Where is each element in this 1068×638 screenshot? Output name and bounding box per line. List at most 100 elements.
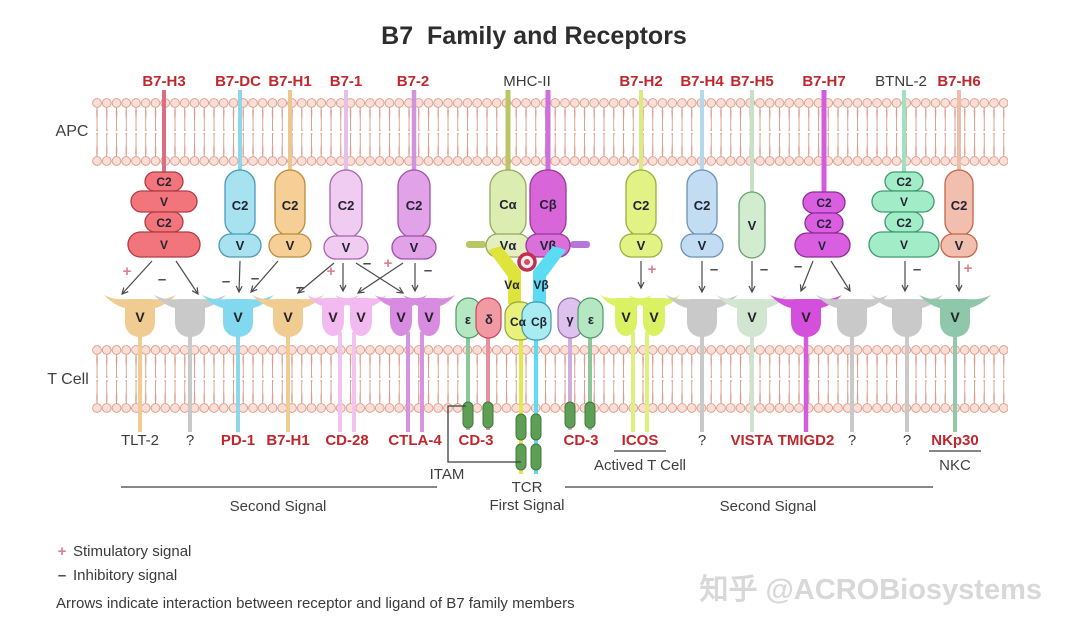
domain-label: C2 [338,198,355,213]
cd3-gamma-label: γ [566,312,574,327]
cd3-epsilon-label: ε [465,312,471,327]
tcr-vbeta-label: Vβ [533,278,548,292]
domain-label: V [236,238,245,253]
domain-label: V [900,238,908,252]
itam-motifs [462,401,596,471]
ligand-label-b7-h5: B7-H5 [730,73,773,90]
ligand-label-b7-h1: B7-H1 [268,73,311,90]
ligand-label-b7-dc: B7-DC [215,73,261,90]
domain-label: V [424,309,434,325]
domain-label: V [396,309,406,325]
domain-label: V [160,238,168,252]
domain-label: C2 [896,175,912,189]
ligand-label-b7-1: B7-1 [330,73,363,90]
domain-label: C2 [816,217,832,231]
receptor-label-unknown-2: ? [698,432,706,449]
legend-minus-icon: – [58,567,66,584]
plus-sign: + [648,261,657,278]
ligand-b7-h6: C2 V [940,169,978,258]
ligand-label-mhc-ii: MHC-II [503,73,551,90]
ligand-b7-h3: C2 V C2 V [127,171,201,258]
antigen-peptide-core [524,259,530,265]
cd3-delta-label: δ [485,312,493,327]
ligand-b7-h4: C2 V [680,169,724,258]
domain-label: V [747,309,757,325]
domain-label: V [342,240,351,255]
tcell-label: T Cell [47,371,89,388]
minus-sign: – [251,270,259,287]
domain-label: C2 [896,216,912,230]
interaction-arrows [122,260,959,294]
domain-label: V [955,238,964,253]
domain-label: C2 [156,216,172,230]
domain-label: V [950,309,960,325]
domain-label: V [160,195,168,209]
receptor-unknown-3 [816,295,888,337]
domain-label: V [283,309,293,325]
domain-label: V [356,309,366,325]
annotation-lines [121,405,981,488]
minus-sign: – [794,258,802,275]
minus-sign: – [222,273,230,290]
second-signal-label-left: Second Signal [230,498,327,515]
ligand-label-b7-h2: B7-H2 [619,73,662,90]
plus-sign: + [123,263,132,280]
domain-label: V [637,238,646,253]
domain-label: C2 [951,198,968,213]
ligand-stems [162,90,961,198]
ligand-btnl-2: C2 V C2 V [868,171,940,258]
domain-label: V [621,309,631,325]
domain-label: V [900,195,908,209]
tcr-calpha-label: Cα [510,315,527,329]
tcr-complex: Vα Vβ Cα Cβ ε δ γ ε [455,246,604,341]
legend-plus-icon: + [58,543,67,560]
plus-sign: + [964,260,973,277]
first-signal-label: First Signal [489,497,564,514]
minus-sign: – [363,255,371,272]
ligand-label-btnl-2: BTNL-2 [875,73,927,90]
receptor-label-icos: ICOS [622,432,659,449]
second-signal-label-right: Second Signal [720,498,817,515]
domain-label: C2 [694,198,711,213]
tcr-vbeta-arm [533,246,566,304]
tcr-valpha-arm [488,246,521,304]
minus-sign: – [296,279,304,296]
domain-label: C2 [816,196,832,210]
watermark: 知乎 @ACROBiosystems [699,572,1042,606]
legend-inhibitory-label: Inhibitory signal [73,567,177,584]
apc-label: APC [56,123,89,140]
domain-label: Vα [500,238,517,253]
domain-label: V [649,309,659,325]
domain-label: V [135,309,145,325]
domain-label: V [801,309,811,325]
domain-label: V [818,239,826,253]
domain-label: Cβ [539,197,556,212]
domain-label: C2 [406,198,423,213]
receptor-label-cd-3-left: CD-3 [458,432,493,449]
mhc-alpha-linker [466,241,486,248]
minus-sign: – [760,261,768,278]
ligand-b7-2: C2 V [391,169,437,260]
ligand-b7-h1: C2 V [268,169,312,258]
ligand-label-b7-h4: B7-H4 [680,73,724,90]
receptor-label-unknown-1: ? [186,432,194,449]
page-title: B7 Family and Receptors [381,22,687,50]
receptor-label-tmigd2: TMIGD2 [778,432,835,449]
tcr-label: TCR [512,479,543,496]
ligand-b7-dc: C2 V [218,169,262,258]
receptor-label-b7-h1: B7-H1 [266,432,309,449]
domain-label: C2 [282,198,299,213]
domain-label: Cα [499,197,516,212]
receptor-label-nkp30: NKp30 [931,432,979,449]
plus-sign: + [327,263,336,280]
receptor-label-cd-3-right: CD-3 [563,432,598,449]
domain-label: V [410,240,419,255]
itam-label: ITAM [430,466,465,483]
domain-label: C2 [633,198,650,213]
ligand-mhc-ii: Cα Cβ Vα Vβ [466,169,590,258]
domain-label: V [748,218,757,233]
minus-sign: – [913,261,921,278]
legend-note: Arrows indicate interaction between rece… [56,595,575,612]
plus-sign: + [384,255,393,272]
